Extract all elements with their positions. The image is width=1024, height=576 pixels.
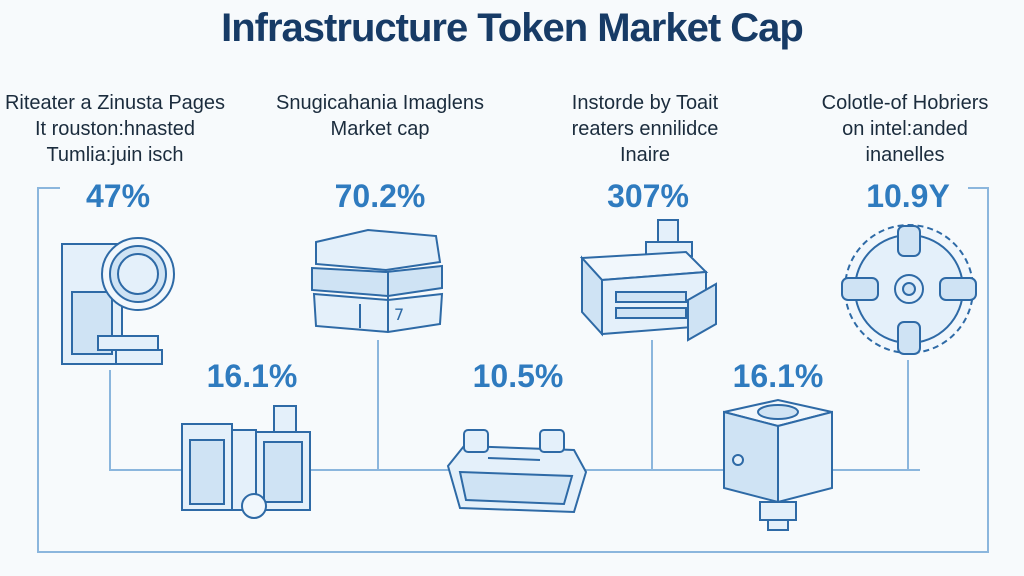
caption-4: Colotle-of Hobriers on intel:anded inane…: [821, 92, 989, 166]
value-1: 47%: [85, 178, 151, 214]
server-box-icon: [579, 219, 717, 342]
value-7: 16.1%: [732, 358, 824, 394]
svg-text:7: 7: [394, 305, 404, 324]
caption-3: Instorde by Toait reaters ennilidce Inai…: [571, 92, 719, 166]
value-5: 16.1%: [206, 358, 298, 394]
tray-device-icon: [446, 429, 588, 514]
value-2: 70.2%: [334, 178, 426, 214]
value-4: 10.9Y: [866, 178, 950, 214]
server-rack-icon: [181, 405, 311, 519]
value-3: 307%: [607, 178, 689, 214]
cube-node-icon: [723, 398, 833, 531]
value-6: 10.5%: [472, 358, 564, 394]
page-title: Infrastructure Token Market Cap: [221, 6, 804, 50]
caption-1: Riteater a Zinusta Pages It rouston:hnas…: [4, 92, 226, 166]
cooling-fan-unit-icon: [61, 237, 175, 365]
gear-hub-icon: [841, 224, 977, 355]
caption-2: Snugicahania Imaglens Market cap: [276, 92, 484, 140]
stacked-boxes-icon: 7: [311, 228, 444, 334]
